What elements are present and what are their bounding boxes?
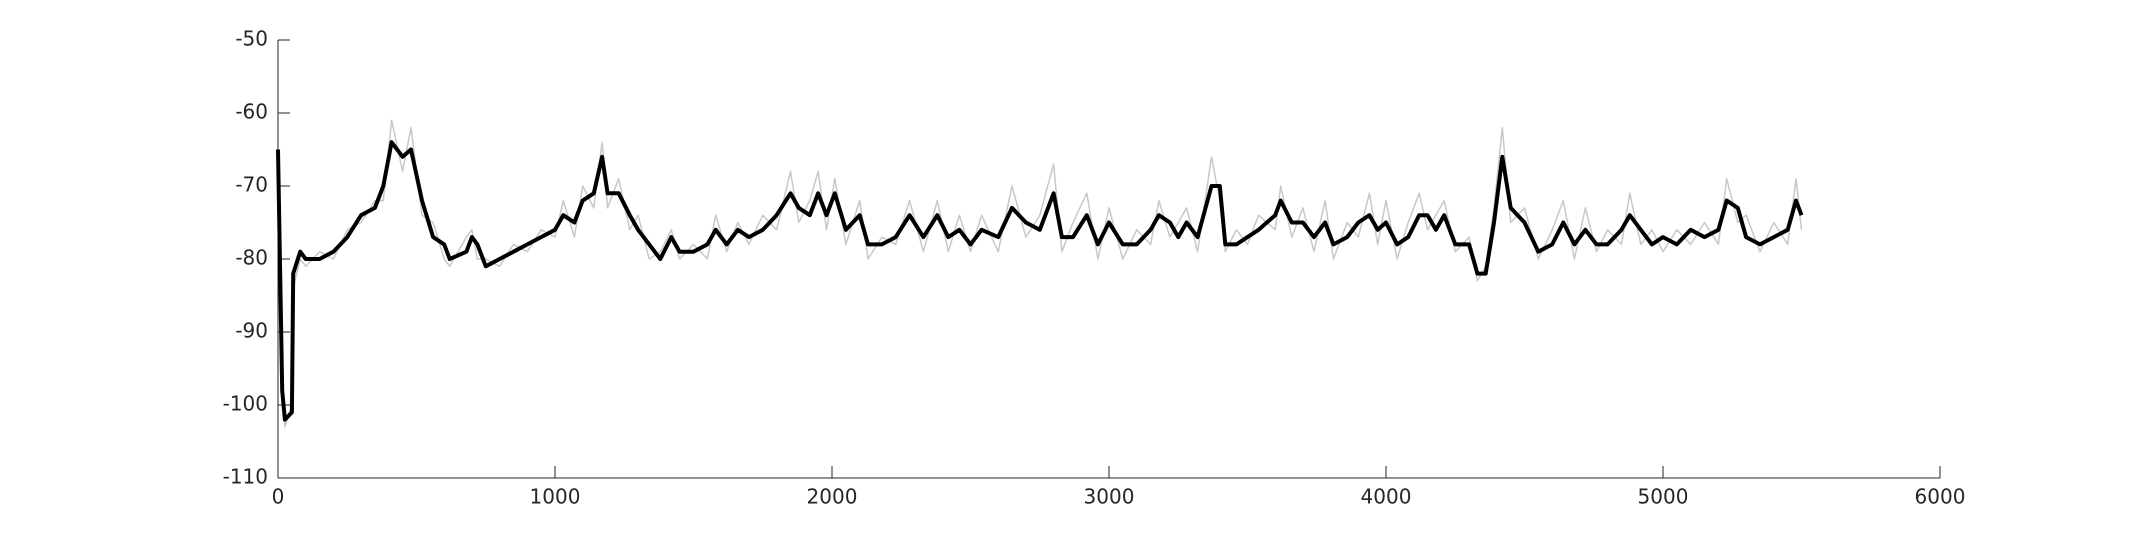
y-tick-label: -70 xyxy=(235,173,268,197)
y-tick-label: -80 xyxy=(235,246,268,270)
y-tick-label: -110 xyxy=(223,465,268,489)
x-tick-label: 3000 xyxy=(1084,485,1135,509)
data-line xyxy=(276,140,1804,422)
x-tick-label: 6000 xyxy=(1915,485,1966,509)
x-tick-label: 0 xyxy=(272,485,285,509)
x-tick-label: 1000 xyxy=(530,485,581,509)
y-tick-label: -100 xyxy=(223,392,268,416)
x-tick-label: 4000 xyxy=(1361,485,1412,509)
data-line xyxy=(277,119,1803,428)
x-tick-label: 5000 xyxy=(1638,485,1689,509)
y-tick-label: -90 xyxy=(235,319,268,343)
y-tick-label: -60 xyxy=(235,100,268,124)
x-tick-label: 2000 xyxy=(807,485,858,509)
y-tick-label: -50 xyxy=(235,27,268,51)
